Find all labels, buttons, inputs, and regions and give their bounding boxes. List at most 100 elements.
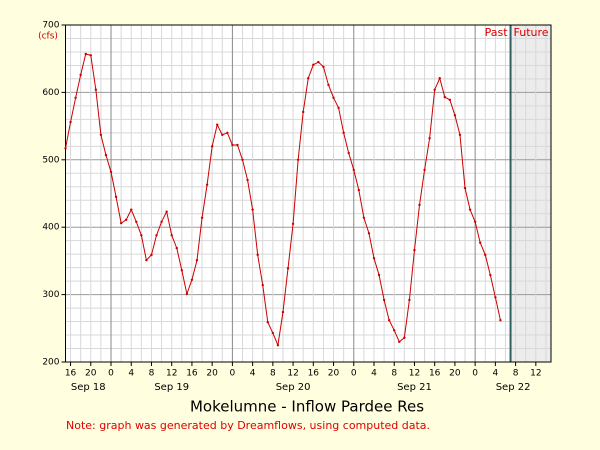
y-tick-label: 600 bbox=[42, 88, 59, 98]
x-tick-label: 20 bbox=[449, 369, 461, 379]
data-point bbox=[99, 133, 103, 137]
data-point bbox=[160, 220, 163, 224]
data-point bbox=[190, 278, 194, 281]
x-tick-label: 12 bbox=[409, 369, 420, 379]
data-point bbox=[140, 234, 143, 237]
data-point bbox=[256, 253, 259, 257]
data-point bbox=[231, 143, 234, 147]
data-point bbox=[342, 131, 345, 135]
data-point bbox=[499, 319, 502, 322]
data-point bbox=[387, 319, 391, 322]
x-tick-label: 0 bbox=[230, 369, 236, 379]
x-tick-label: 12 bbox=[287, 369, 298, 379]
data-point bbox=[433, 88, 436, 91]
data-point bbox=[362, 216, 366, 219]
x-tick-label: 4 bbox=[128, 369, 134, 379]
data-point bbox=[195, 259, 199, 262]
data-point bbox=[463, 186, 467, 190]
data-point bbox=[296, 158, 300, 161]
data-point bbox=[261, 283, 264, 287]
data-point bbox=[79, 73, 82, 77]
x-tick-label: 12 bbox=[166, 369, 177, 379]
data-point bbox=[84, 52, 87, 56]
data-point bbox=[89, 54, 92, 57]
date-label: Sep 20 bbox=[276, 382, 311, 393]
data-point bbox=[403, 336, 406, 339]
data-point bbox=[281, 310, 285, 314]
data-point bbox=[448, 98, 452, 102]
chart-title: Mokelumne - Inflow Pardee Res bbox=[190, 398, 424, 416]
data-point bbox=[135, 220, 138, 224]
x-tick-label: 16 bbox=[308, 369, 320, 379]
data-point bbox=[241, 158, 244, 161]
x-tick-label: 4 bbox=[493, 369, 499, 379]
data-point bbox=[372, 257, 376, 260]
data-point bbox=[478, 241, 482, 244]
data-point bbox=[443, 95, 446, 99]
data-point bbox=[236, 143, 239, 147]
data-point bbox=[124, 218, 128, 221]
data-point bbox=[216, 123, 219, 126]
x-tick-label: 16 bbox=[65, 369, 77, 379]
data-point bbox=[393, 329, 396, 332]
data-point bbox=[494, 296, 497, 299]
y-tick-label: 400 bbox=[42, 223, 59, 233]
data-point bbox=[418, 203, 421, 207]
data-point bbox=[104, 153, 108, 157]
x-tick-label: 0 bbox=[351, 369, 357, 379]
data-point bbox=[291, 222, 295, 226]
data-point bbox=[307, 77, 310, 80]
plot-border bbox=[65, 24, 552, 363]
data-point bbox=[150, 253, 153, 257]
y-tick-label: 700 bbox=[42, 21, 59, 31]
data-point bbox=[458, 133, 462, 137]
data-point bbox=[251, 208, 254, 211]
data-point bbox=[109, 170, 113, 174]
data-point bbox=[332, 96, 335, 99]
data-point bbox=[428, 137, 431, 140]
plot-area bbox=[65, 25, 551, 362]
data-point bbox=[398, 340, 401, 343]
data-point bbox=[317, 60, 320, 64]
x-tick-label: 20 bbox=[328, 369, 340, 379]
data-point bbox=[119, 221, 123, 225]
data-point bbox=[408, 298, 411, 302]
data-point bbox=[322, 65, 325, 68]
data-point bbox=[266, 321, 269, 324]
x-tick-label: 8 bbox=[391, 369, 397, 379]
chart-note: Note: graph was generated by Dreamflows,… bbox=[66, 419, 430, 432]
data-point bbox=[357, 188, 361, 192]
future-label: Future bbox=[514, 26, 549, 39]
x-tick-label: 0 bbox=[472, 369, 478, 379]
data-point bbox=[94, 88, 98, 91]
data-point bbox=[226, 131, 229, 135]
x-tick-label: 8 bbox=[270, 369, 276, 379]
data-point bbox=[180, 269, 184, 272]
data-point bbox=[74, 96, 77, 99]
data-point bbox=[484, 253, 487, 257]
data-point bbox=[413, 248, 416, 252]
data-point bbox=[423, 168, 426, 172]
date-label: Sep 21 bbox=[397, 382, 432, 393]
data-point bbox=[301, 110, 305, 114]
data-point bbox=[337, 106, 340, 110]
x-tick-label: 20 bbox=[85, 369, 97, 379]
data-point bbox=[210, 145, 214, 148]
x-tick-label: 4 bbox=[371, 369, 377, 379]
data-point bbox=[200, 216, 204, 219]
data-point bbox=[382, 298, 386, 302]
data-point bbox=[114, 195, 118, 199]
x-tick-label: 8 bbox=[149, 369, 155, 379]
x-tick-label: 4 bbox=[250, 369, 256, 379]
data-point bbox=[170, 234, 173, 237]
data-point bbox=[64, 147, 67, 150]
data-point bbox=[473, 220, 477, 224]
data-point bbox=[271, 331, 275, 335]
date-label: Sep 19 bbox=[154, 382, 189, 393]
x-tick-label: 16 bbox=[429, 369, 441, 379]
data-point bbox=[286, 267, 290, 270]
data-point bbox=[205, 183, 209, 186]
data-point bbox=[489, 273, 492, 277]
